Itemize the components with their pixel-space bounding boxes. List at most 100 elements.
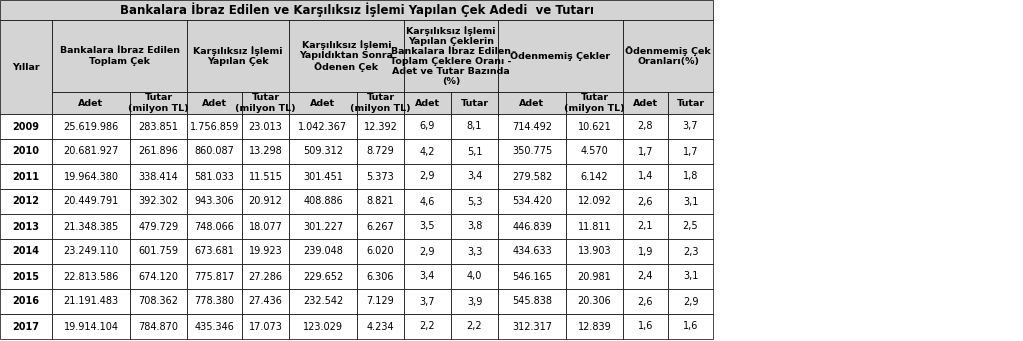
Text: 4,0: 4,0 bbox=[466, 271, 482, 282]
Bar bbox=[498, 114, 566, 139]
Bar bbox=[498, 214, 566, 239]
Text: 446.839: 446.839 bbox=[513, 222, 551, 232]
Text: 20.449.791: 20.449.791 bbox=[63, 196, 119, 207]
Text: 2,6: 2,6 bbox=[637, 196, 654, 207]
Bar bbox=[0, 264, 52, 289]
Text: 10.621: 10.621 bbox=[578, 121, 612, 132]
Text: 18.077: 18.077 bbox=[249, 222, 282, 232]
Bar bbox=[130, 289, 187, 314]
Bar bbox=[242, 214, 290, 239]
Bar bbox=[187, 264, 242, 289]
Text: 6.020: 6.020 bbox=[366, 247, 394, 256]
Text: 1,8: 1,8 bbox=[682, 172, 698, 181]
Bar bbox=[357, 289, 404, 314]
Text: Yıllar: Yıllar bbox=[12, 62, 40, 72]
Bar bbox=[130, 264, 187, 289]
Bar bbox=[451, 314, 498, 339]
Text: 261.896: 261.896 bbox=[138, 147, 178, 157]
Text: 2,8: 2,8 bbox=[637, 121, 654, 132]
Bar bbox=[498, 314, 566, 339]
Text: 673.681: 673.681 bbox=[194, 247, 234, 256]
Text: 4.570: 4.570 bbox=[581, 147, 609, 157]
Bar bbox=[52, 314, 130, 339]
Bar bbox=[130, 164, 187, 189]
Bar bbox=[623, 239, 668, 264]
Text: Adet: Adet bbox=[79, 99, 103, 107]
Text: 3,7: 3,7 bbox=[419, 297, 435, 307]
Bar bbox=[187, 92, 242, 114]
Text: 12.839: 12.839 bbox=[578, 322, 612, 331]
Bar bbox=[242, 314, 290, 339]
Bar bbox=[187, 214, 242, 239]
Text: 1,9: 1,9 bbox=[637, 247, 654, 256]
Bar bbox=[623, 189, 668, 214]
Text: 674.120: 674.120 bbox=[138, 271, 178, 282]
Text: Karşılıksız İşlemi
Yapıldıktan Sonra
Ödenen Çek: Karşılıksız İşlemi Yapıldıktan Sonra Öde… bbox=[300, 41, 394, 72]
Bar bbox=[0, 239, 52, 264]
Bar bbox=[357, 264, 404, 289]
Text: Adet: Adet bbox=[310, 99, 336, 107]
Text: 5,1: 5,1 bbox=[466, 147, 482, 157]
Text: 4.234: 4.234 bbox=[366, 322, 394, 331]
Bar bbox=[498, 189, 566, 214]
Bar bbox=[498, 239, 566, 264]
Text: 2,9: 2,9 bbox=[419, 247, 435, 256]
Text: 23.013: 23.013 bbox=[249, 121, 282, 132]
Bar bbox=[130, 314, 187, 339]
Bar bbox=[404, 20, 498, 92]
Bar bbox=[623, 164, 668, 189]
Text: Adet: Adet bbox=[202, 99, 227, 107]
Text: 708.362: 708.362 bbox=[138, 297, 178, 307]
Text: 5,3: 5,3 bbox=[466, 196, 482, 207]
Text: 1.042.367: 1.042.367 bbox=[299, 121, 348, 132]
Bar bbox=[668, 189, 713, 214]
Bar bbox=[498, 264, 566, 289]
Text: 8,1: 8,1 bbox=[466, 121, 482, 132]
Text: 2,2: 2,2 bbox=[466, 322, 482, 331]
Text: 13.903: 13.903 bbox=[578, 247, 612, 256]
Bar bbox=[668, 114, 713, 139]
Text: 748.066: 748.066 bbox=[194, 222, 234, 232]
Text: Adet: Adet bbox=[415, 99, 440, 107]
Bar bbox=[451, 114, 498, 139]
Text: Tutar: Tutar bbox=[460, 99, 489, 107]
Text: 2,3: 2,3 bbox=[682, 247, 699, 256]
Text: 3,4: 3,4 bbox=[466, 172, 482, 181]
Text: 1.756.859: 1.756.859 bbox=[190, 121, 239, 132]
Text: 775.817: 775.817 bbox=[194, 271, 234, 282]
Bar bbox=[242, 114, 290, 139]
Bar bbox=[623, 314, 668, 339]
Text: 2009: 2009 bbox=[12, 121, 40, 132]
Bar bbox=[52, 20, 187, 92]
Bar bbox=[52, 264, 130, 289]
Bar bbox=[498, 92, 566, 114]
Text: Ödenmemiş Çekler: Ödenmemiş Çekler bbox=[510, 51, 611, 61]
Bar bbox=[668, 92, 713, 114]
Text: 7.129: 7.129 bbox=[366, 297, 395, 307]
Bar bbox=[451, 214, 498, 239]
Bar bbox=[404, 189, 451, 214]
Text: 2017: 2017 bbox=[12, 322, 40, 331]
Bar bbox=[187, 139, 242, 164]
Text: 301.227: 301.227 bbox=[303, 222, 343, 232]
Text: 479.729: 479.729 bbox=[138, 222, 179, 232]
Bar bbox=[623, 289, 668, 314]
Text: Tutar: Tutar bbox=[676, 99, 705, 107]
Text: 283.851: 283.851 bbox=[138, 121, 178, 132]
Text: 301.451: 301.451 bbox=[303, 172, 343, 181]
Bar bbox=[290, 139, 357, 164]
Bar bbox=[566, 314, 623, 339]
Text: 279.582: 279.582 bbox=[512, 172, 552, 181]
Bar bbox=[52, 114, 130, 139]
Bar bbox=[290, 20, 404, 92]
Text: 2015: 2015 bbox=[12, 271, 40, 282]
Bar bbox=[357, 239, 404, 264]
Bar bbox=[52, 189, 130, 214]
Text: 2012: 2012 bbox=[12, 196, 40, 207]
Bar bbox=[130, 92, 187, 114]
Bar bbox=[242, 92, 290, 114]
Bar bbox=[451, 164, 498, 189]
Text: Adet: Adet bbox=[633, 99, 658, 107]
Text: Bankalara İbraz Edilen
Toplam Çek: Bankalara İbraz Edilen Toplam Çek bbox=[59, 46, 179, 65]
Text: 8.821: 8.821 bbox=[366, 196, 394, 207]
